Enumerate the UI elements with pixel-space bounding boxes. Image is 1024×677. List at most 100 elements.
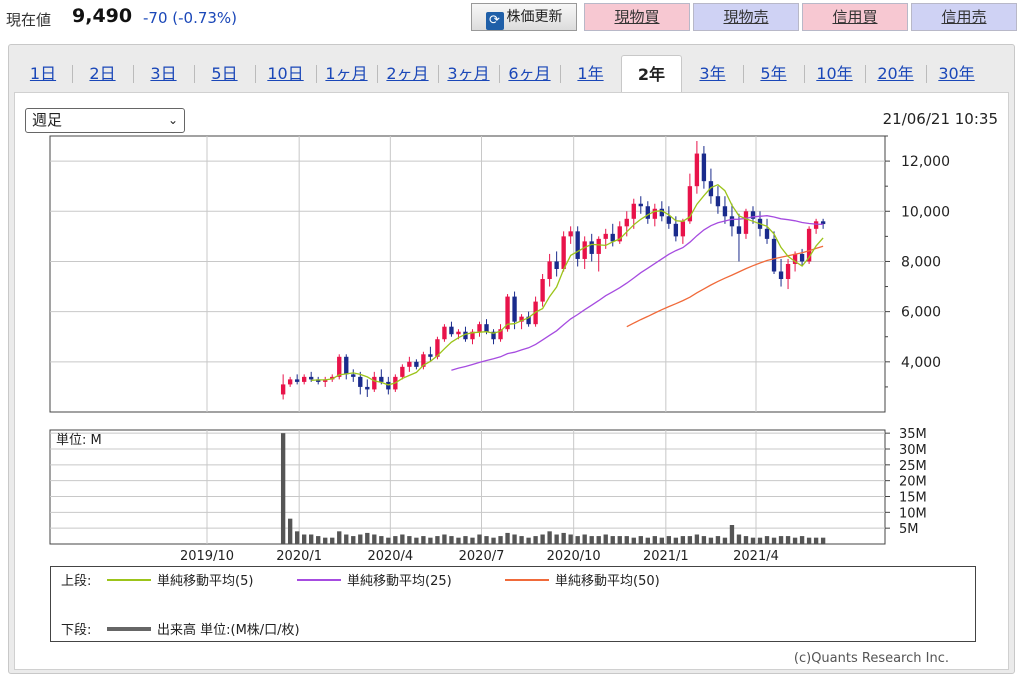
legend-sma5-swatch <box>107 579 151 581</box>
tab-10[interactable]: 1年 <box>577 64 604 83</box>
chart-interval-value: 週足 <box>32 111 63 129</box>
volume-bar <box>428 537 433 544</box>
tab-9[interactable]: 6ヶ月 <box>508 64 551 83</box>
volume-bar <box>708 537 714 544</box>
legend-sma25: 単純移動平均(25) <box>297 570 452 589</box>
volume-bar <box>680 536 686 544</box>
tab-7[interactable]: 2ヶ月 <box>386 64 429 83</box>
volume-bar <box>792 537 798 544</box>
candle-body <box>547 261 552 280</box>
volume-bar <box>673 537 679 544</box>
volume-bar <box>372 534 377 544</box>
legend-sma50-label: 単純移動平均(50) <box>555 574 660 589</box>
volume-bar <box>498 536 503 544</box>
candle-body <box>715 196 721 207</box>
legend-sma50: 単純移動平均(50) <box>505 570 660 589</box>
volume-tick-label: 35M <box>899 427 927 442</box>
tab-11[interactable]: 2年 <box>621 55 682 92</box>
tab-13[interactable]: 5年 <box>760 64 787 83</box>
candle-body <box>722 206 728 217</box>
candle-body <box>652 208 657 219</box>
margin-buy-button[interactable]: 信用買 <box>802 3 908 31</box>
sma5-line <box>311 183 824 386</box>
refresh-price-button[interactable]: ⟳ 株価更新 <box>471 3 577 31</box>
candle-body <box>638 203 643 207</box>
volume-bar <box>400 534 405 544</box>
tab-3[interactable]: 3日 <box>150 64 177 83</box>
volume-bar <box>512 534 517 544</box>
volume-bar <box>491 537 496 544</box>
candle-body <box>477 324 482 332</box>
volume-bar <box>477 534 482 544</box>
tab-separator <box>560 65 561 83</box>
price-tick-label: 6,000 <box>901 305 941 321</box>
x-tick-label: 2020/7 <box>459 549 505 564</box>
x-tick-label: 2021/1 <box>643 549 689 564</box>
candle-body <box>344 356 349 375</box>
volume-bar <box>435 536 440 544</box>
candle-body <box>407 361 412 367</box>
tab-16[interactable]: 30年 <box>938 64 975 83</box>
volume-tick-label: 15M <box>899 491 927 506</box>
volume-bar <box>778 536 784 544</box>
candle-body <box>498 329 503 340</box>
top-bar: 現在値 9,490 -70 (-0.73%) ⟳ 株価更新 現物買 現物売 信用買… <box>0 0 1024 40</box>
candle-body <box>806 228 812 262</box>
volume-bar <box>526 537 531 544</box>
tab-1[interactable]: 1日 <box>29 64 57 83</box>
volume-bar <box>820 537 826 544</box>
volume-bar <box>449 536 454 544</box>
tab-8[interactable]: 3ヶ月 <box>447 64 490 83</box>
tab-separator <box>865 65 866 83</box>
tab-6[interactable]: 1ヶ月 <box>325 64 368 83</box>
tab-15[interactable]: 20年 <box>877 64 914 83</box>
legend-sma5-label: 単純移動平均(5) <box>157 574 254 589</box>
volume-tick-label: 20M <box>899 475 927 490</box>
candle-body <box>323 379 328 382</box>
tab-separator <box>194 65 195 83</box>
tab-separator <box>133 65 134 83</box>
candle-body <box>743 211 749 234</box>
tab-12[interactable]: 3年 <box>699 64 726 83</box>
refresh-price-label: 株価更新 <box>506 9 563 25</box>
candle-body <box>386 381 391 390</box>
price-tick-label: 10,000 <box>901 204 950 220</box>
volume-bar <box>414 537 419 544</box>
volume-bar <box>330 537 335 544</box>
volume-unit-label: 単位: M <box>56 432 102 448</box>
volume-bar <box>694 534 700 544</box>
volume-bar <box>596 536 601 544</box>
candle-body <box>820 221 826 225</box>
volume-bar <box>729 525 735 544</box>
chart-interval-select[interactable]: 週足 ⌄ <box>25 108 185 133</box>
volume-bar <box>750 537 756 544</box>
candle-body <box>379 376 384 382</box>
legend-sma25-label: 単純移動平均(25) <box>347 574 452 589</box>
candle-body <box>701 153 707 182</box>
margin-sell-button[interactable]: 信用売 <box>911 3 1017 31</box>
candle-body <box>428 354 433 357</box>
tab-separator <box>255 65 256 83</box>
tab-4[interactable]: 5日 <box>211 64 238 83</box>
volume-bar <box>561 532 566 544</box>
volume-bar <box>603 534 608 544</box>
candle-body <box>687 186 693 222</box>
volume-bar <box>582 534 587 544</box>
tab-5[interactable]: 10日 <box>267 64 304 83</box>
volume-bar <box>287 518 293 544</box>
tab-2[interactable]: 2日 <box>89 64 116 83</box>
volume-bar <box>547 531 552 544</box>
candle-body <box>294 379 300 382</box>
chart-legend: 上段: 単純移動平均(5) 単純移動平均(25) 単純移動平均(50) 下段: … <box>50 566 976 642</box>
candle-body <box>666 216 672 224</box>
volume-bar <box>379 536 384 544</box>
volume-bar <box>344 534 349 544</box>
spot-sell-button[interactable]: 現物売 <box>693 3 799 31</box>
chart-timestamp: 21/06/21 10:35 <box>882 110 998 128</box>
legend-volume: 出来高 単位:(M株/口/枚) <box>107 619 300 638</box>
tab-separator <box>926 65 927 83</box>
spot-buy-button[interactable]: 現物買 <box>584 3 690 31</box>
tab-14[interactable]: 10年 <box>816 64 853 83</box>
candle-body <box>337 356 342 377</box>
